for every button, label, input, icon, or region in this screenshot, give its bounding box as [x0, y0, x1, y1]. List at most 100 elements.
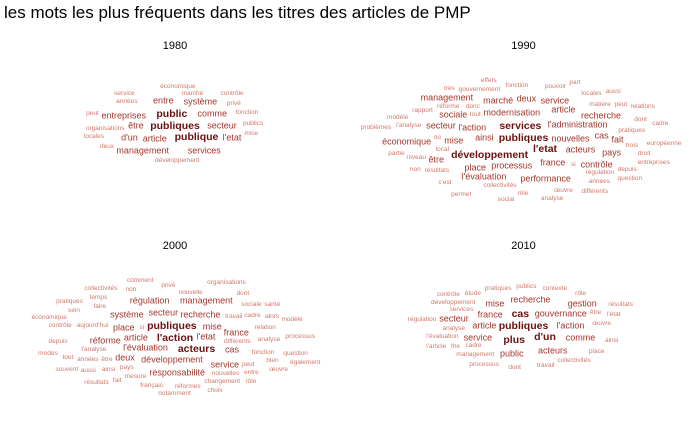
word-services: services [187, 145, 221, 156]
word-niveau: niveau [406, 153, 426, 161]
word-dont: dont [236, 289, 250, 297]
word-responsabilite: responsabilité [149, 367, 205, 378]
word-locales: locales [83, 132, 104, 140]
word-article: article [551, 104, 576, 115]
word-oeuvre: œuvre [592, 319, 611, 327]
word-tout: tout [469, 110, 481, 118]
word-etre: être [589, 308, 602, 316]
word-differents: différents [581, 187, 609, 195]
word-effets: effets [480, 76, 497, 84]
word-permet: permet [451, 190, 472, 198]
word-fonction: fonction [251, 348, 275, 356]
word-france: france [540, 157, 566, 168]
word-oeuvre: œuvre [554, 186, 573, 194]
word-collectivites: collectivités [557, 356, 591, 364]
panel-title-1990: 1990 [511, 40, 536, 52]
wordcloud-2010: 2010 publiques cas d'un plus gouvernance fran… [352, 240, 695, 395]
word-public: public [499, 348, 524, 359]
word-sociale: sociale [439, 109, 468, 120]
word-europeenne: européenne [646, 139, 682, 147]
word-analyse: analyse [442, 324, 465, 332]
word-question: question [617, 174, 643, 182]
panel-title-2010: 2010 [511, 240, 536, 252]
word-publiques: publiques [147, 320, 197, 333]
word-place: place [464, 162, 487, 173]
wordcloud-2000: 2000 l'action publiques acteurs développeme… [5, 240, 345, 420]
word-cadre: cadre [652, 120, 669, 127]
word-controle: contrôle [220, 90, 244, 98]
word-analyse: analyse [257, 336, 281, 344]
word-gestion: gestion [567, 298, 597, 309]
word-cas: cas [594, 130, 609, 141]
word-role: rôle [517, 189, 529, 197]
cloud-area-2010: publiques cas d'un plus gouvernance france l'a… [352, 256, 695, 395]
word-nouvelles: nouvelles [551, 133, 590, 144]
word-organisations: organisations [85, 124, 125, 132]
word-faire: faire [93, 302, 107, 310]
word-pratiques: pratiques [484, 284, 512, 292]
panel-title-2000: 2000 [162, 240, 188, 252]
word-matiere: matière [589, 100, 611, 108]
word-processus: processus [285, 332, 316, 340]
word-developpement: développement [141, 354, 203, 365]
word-aujourd-hui: aujourd'hui [76, 321, 109, 329]
word-travail: travail [537, 362, 555, 370]
word-regulation: régulation [407, 316, 437, 323]
word-l-etat: l'état [606, 310, 621, 318]
word-entreprises: entreprises [101, 110, 146, 121]
word-modernisation: modernisation [483, 107, 541, 118]
word-etude: étude [464, 289, 482, 297]
word-controle: contrôle [436, 290, 460, 298]
word-mise: mise [244, 130, 259, 138]
word-depuis: depuis [48, 337, 68, 345]
word-peut: peut [614, 100, 628, 108]
word-publique: publique [174, 130, 219, 143]
word-service: service [114, 89, 135, 97]
word-l-etat: l'etat [532, 142, 558, 155]
word-modele: modèle [387, 113, 409, 121]
word-publics: publics [242, 119, 264, 127]
word-mise: mise [485, 298, 505, 309]
word-fait: fait [112, 376, 122, 384]
word-entreprises: entreprises [637, 158, 670, 166]
word-acteurs: acteurs [565, 144, 596, 155]
word-recherche: recherche [580, 110, 621, 121]
word-annees: années [588, 178, 611, 186]
word-management: management [180, 295, 233, 306]
word-nouvelle: nouvelle [178, 288, 203, 296]
word-economique: économique [160, 82, 196, 90]
word-annees: années [116, 97, 138, 105]
word-relations: relations [630, 102, 655, 110]
word-l-evaluation: l'évaluation [123, 342, 168, 353]
word-publics: publics [516, 282, 537, 290]
word-depuis: depuis [617, 165, 637, 173]
word-developpement: développement [430, 298, 476, 306]
word-reforme: réforme [89, 335, 121, 346]
word-article: article [472, 320, 497, 331]
word-deux: deux [516, 93, 537, 104]
word-question: question [283, 349, 308, 357]
word-prive: privé [226, 100, 241, 108]
word-dont: dont [508, 363, 521, 371]
word-problemes: problèmes [360, 124, 392, 132]
word-reforme: réforme [437, 102, 460, 110]
word-mise: mise [444, 135, 464, 146]
word-nouvelles: nouvelles [211, 369, 240, 377]
word-modes: modes [38, 349, 58, 357]
word-l-action: l'action [458, 122, 487, 133]
word-systeme: système [110, 309, 144, 320]
word-l-etat: l'etat [196, 331, 216, 342]
word-si: si [139, 323, 145, 331]
word-part: part [569, 78, 581, 86]
word-changement: changement [204, 377, 241, 385]
word-c-est: c'est [438, 178, 452, 186]
word-resultats: résultats [608, 300, 633, 308]
word-developpement: développement [154, 156, 200, 164]
wordcloud-1980: 1980 publiques public publique article être c… [5, 40, 345, 195]
word-developpement: développement [451, 149, 529, 162]
word-deux: deux [115, 352, 135, 363]
word-systeme: système [183, 96, 218, 107]
word-l-evaluation: l'évaluation [426, 332, 459, 340]
word-services: services [499, 120, 542, 133]
word-bien: bien [266, 356, 279, 364]
